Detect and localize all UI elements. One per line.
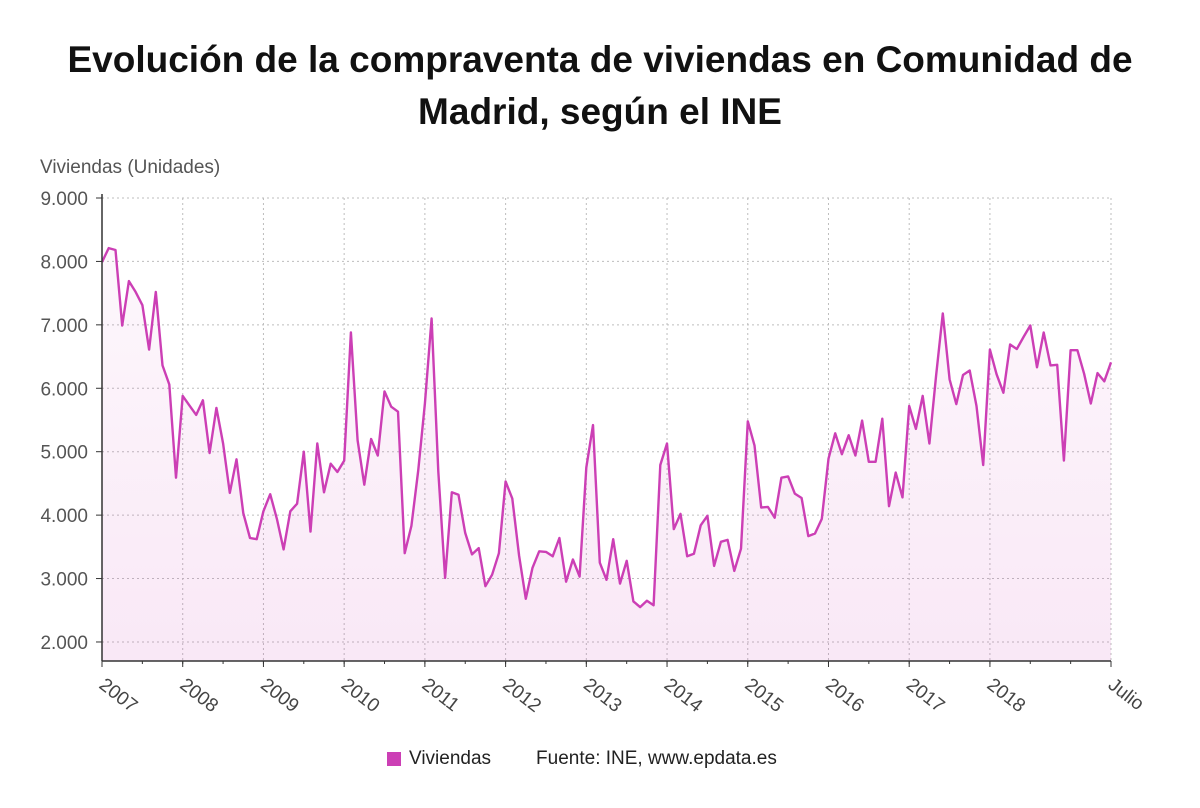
legend: Viviendas Fuente: INE, www.epdata.es — [387, 748, 777, 770]
y-tick-label: 7.000 — [40, 316, 88, 337]
y-tick-label: 2.000 — [40, 633, 88, 654]
x-tick-label: 2014 — [660, 674, 707, 717]
x-tick-label: 2010 — [337, 674, 383, 717]
x-tick-label: 2015 — [741, 674, 787, 717]
y-axis-ticks: 9.000 8.000 7.000 6.000 5.000 4.000 3.000 2.000 — [40, 189, 88, 654]
axes — [96, 194, 1112, 667]
x-tick-label: 2018 — [983, 674, 1029, 717]
x-tick-label: 2017 — [902, 674, 948, 717]
source-note: Fuente: INE, www.epdata.es — [536, 748, 777, 769]
y-tick-label: 4.000 — [40, 506, 88, 527]
x-tick-label: 2011 — [418, 674, 463, 716]
series-area-fill — [102, 248, 1111, 661]
x-tick-label: 2007 — [95, 674, 141, 717]
x-tick-label: 2008 — [176, 674, 222, 717]
y-axis-label: Viviendas (Unidades) — [40, 157, 221, 178]
series-line — [100, 246, 1113, 609]
chart-title: Evolución de la compraventa de viviendas… — [67, 39, 1133, 132]
legend-swatch — [387, 752, 401, 766]
x-tick-label: 2016 — [821, 674, 867, 717]
x-tick-label: 2013 — [579, 674, 625, 717]
x-axis-ticks: 2007 2008 2009 2010 2011 2012 2013 2014 2015 2016… — [95, 674, 1148, 717]
x-tick-label: 2009 — [256, 674, 302, 717]
legend-label: Viviendas — [409, 748, 492, 769]
y-tick-label: 6.000 — [40, 379, 88, 400]
y-tick-label: 5.000 — [40, 443, 88, 464]
x-tick-label: Julio — [1104, 674, 1148, 715]
y-tick-label: 3.000 — [40, 570, 88, 591]
x-tick-label: 2012 — [499, 674, 545, 717]
y-tick-label: 8.000 — [40, 252, 88, 273]
y-tick-label: 9.000 — [40, 189, 88, 210]
